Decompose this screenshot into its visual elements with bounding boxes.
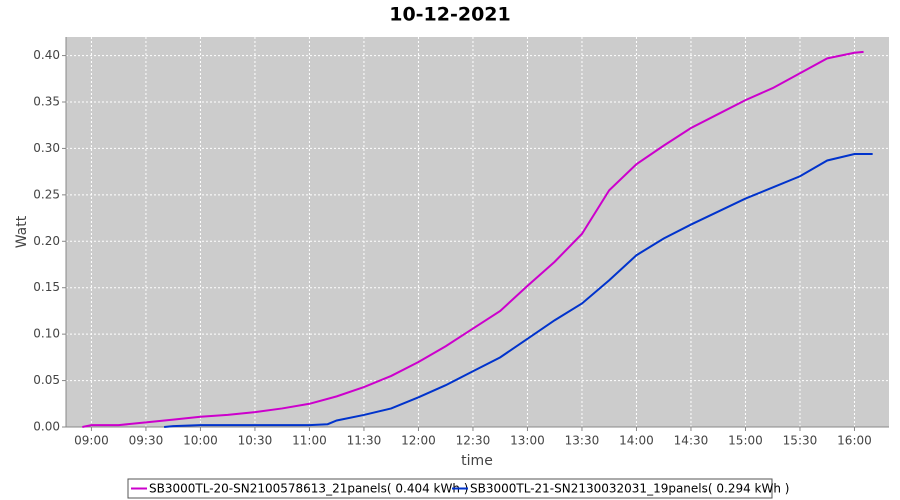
y-axis-label: Watt — [14, 215, 30, 248]
legend — [127, 478, 773, 499]
y-tick-label: 0.05 — [33, 373, 60, 387]
y-tick-label: 0.40 — [33, 48, 60, 62]
x-tick-label: 09:00 — [74, 434, 109, 448]
y-tick-label: 0.00 — [33, 420, 60, 434]
y-tick-label: 0.30 — [33, 141, 60, 155]
y-tick-label: 0.20 — [33, 234, 60, 248]
x-tick-label: 12:30 — [456, 434, 491, 448]
series-line — [82, 50, 864, 428]
x-tick-label: 10:00 — [183, 434, 218, 448]
x-tick-label: 10:30 — [238, 434, 273, 448]
legend-label: SB3000TL-21-SN2130032031_19panels( 0.294… — [470, 482, 789, 496]
x-tick-label: 11:00 — [292, 434, 327, 448]
legend-label: SB3000TL-20-SN2100578613_21panels( 0.404… — [149, 482, 468, 496]
y-tick-label: 0.35 — [33, 95, 60, 109]
x-tick-label: 16:00 — [837, 434, 872, 448]
x-tick-label: 12:00 — [401, 434, 436, 448]
x-tick-label: 09:30 — [129, 434, 164, 448]
y-tick-label: 0.15 — [33, 280, 60, 294]
y-tick-label: 0.10 — [33, 327, 60, 341]
x-tick-label: 15:30 — [783, 434, 818, 448]
x-tick-label: 11:30 — [347, 434, 382, 448]
x-tick-label: 14:00 — [619, 434, 654, 448]
x-axis-label: time — [461, 453, 493, 469]
series-line — [164, 153, 873, 428]
x-tick-label: 14:30 — [674, 434, 709, 448]
x-tick-label: 13:30 — [565, 434, 600, 448]
y-tick-label: 0.25 — [33, 187, 60, 201]
chart-title: 10-12-2021 — [389, 4, 511, 26]
x-tick-label: 15:00 — [728, 434, 763, 448]
x-tick-label: 13:00 — [510, 434, 545, 448]
